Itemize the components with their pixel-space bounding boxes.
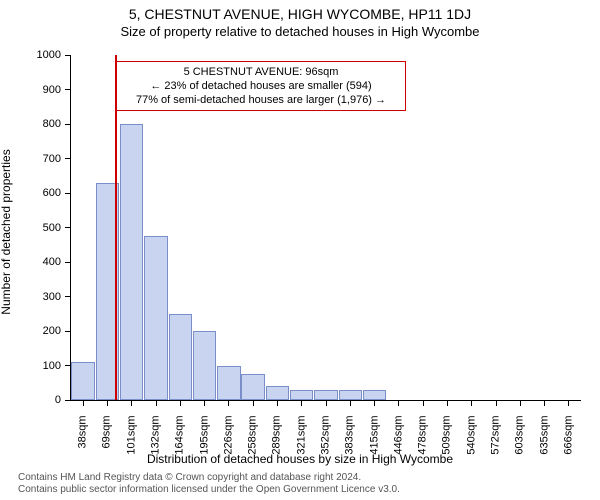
histogram-bar (314, 390, 337, 400)
annotation-line3: 77% of semi-detached houses are larger (… (123, 93, 399, 107)
x-tick (326, 400, 327, 406)
annotation-line1: 5 CHESTNUT AVENUE: 96sqm (123, 65, 399, 79)
y-tick-label: 300 (21, 292, 61, 303)
annotation-line2: ← 23% of detached houses are smaller (59… (123, 79, 399, 93)
x-tick (398, 400, 399, 406)
y-tick (65, 89, 71, 90)
y-tick-label: 0 (21, 395, 61, 406)
y-tick (65, 296, 71, 297)
x-tick (301, 400, 302, 406)
y-tick (65, 227, 71, 228)
histogram-bar (169, 314, 192, 400)
y-tick-label: 700 (21, 154, 61, 165)
x-tick (447, 400, 448, 406)
histogram-bar (290, 390, 313, 400)
x-tick (350, 400, 351, 406)
x-tick (496, 400, 497, 406)
x-tick (107, 400, 108, 406)
x-tick (520, 400, 521, 406)
chart-container: 5, CHESTNUT AVENUE, HIGH WYCOMBE, HP11 1… (0, 0, 600, 500)
property-marker-line (115, 55, 117, 400)
histogram-bar (217, 366, 240, 401)
y-tick (65, 331, 71, 332)
y-tick (65, 124, 71, 125)
y-tick (65, 158, 71, 159)
histogram-bar (144, 236, 167, 400)
histogram-bar (363, 390, 386, 400)
footer-line2: Contains public sector information licen… (18, 484, 400, 496)
y-tick (65, 55, 71, 56)
histogram-bar (266, 386, 289, 400)
chart-subtitle: Size of property relative to detached ho… (0, 24, 600, 39)
y-tick (65, 193, 71, 194)
y-tick (65, 400, 71, 401)
histogram-bar (241, 374, 264, 400)
x-tick (228, 400, 229, 406)
plot-area: 5 CHESTNUT AVENUE: 96sqm ← 23% of detach… (70, 55, 581, 401)
chart-title-address: 5, CHESTNUT AVENUE, HIGH WYCOMBE, HP11 1… (0, 6, 600, 22)
x-tick (156, 400, 157, 406)
histogram-bar (339, 390, 362, 400)
y-tick (65, 365, 71, 366)
x-tick (204, 400, 205, 406)
y-tick-label: 400 (21, 257, 61, 268)
x-tick (423, 400, 424, 406)
x-tick (277, 400, 278, 406)
y-axis-title: Number of detached properties (0, 149, 13, 314)
x-tick (180, 400, 181, 406)
y-tick-label: 900 (21, 85, 61, 96)
y-tick-label: 800 (21, 119, 61, 130)
attribution-footer: Contains HM Land Registry data © Crown c… (18, 472, 400, 496)
x-tick (568, 400, 569, 406)
histogram-bar (120, 124, 143, 400)
histogram-bar (71, 362, 94, 400)
x-axis-title: Distribution of detached houses by size … (0, 452, 600, 466)
x-tick (471, 400, 472, 406)
x-tick (253, 400, 254, 406)
x-tick (544, 400, 545, 406)
y-tick-label: 100 (21, 361, 61, 372)
y-tick (65, 262, 71, 263)
x-tick (83, 400, 84, 406)
y-tick-label: 600 (21, 188, 61, 199)
x-tick (131, 400, 132, 406)
y-tick-label: 500 (21, 223, 61, 234)
y-tick-label: 200 (21, 326, 61, 337)
histogram-bar (193, 331, 216, 400)
annotation-box: 5 CHESTNUT AVENUE: 96sqm ← 23% of detach… (116, 61, 406, 111)
footer-line1: Contains HM Land Registry data © Crown c… (18, 472, 400, 484)
y-tick-label: 1000 (21, 50, 61, 61)
x-tick (374, 400, 375, 406)
